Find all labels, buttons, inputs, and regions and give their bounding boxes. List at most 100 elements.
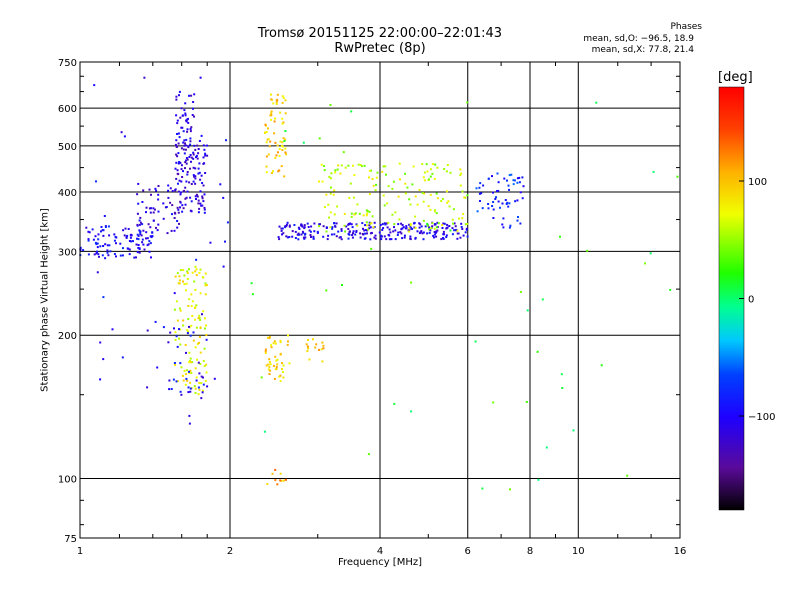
data-point — [516, 199, 519, 202]
data-point — [369, 232, 372, 235]
data-point — [145, 237, 147, 240]
data-point — [281, 233, 283, 236]
data-point — [368, 224, 371, 227]
data-point — [422, 238, 425, 241]
data-point — [374, 237, 377, 240]
data-point — [343, 213, 346, 215]
data-point — [282, 121, 285, 124]
data-point — [344, 230, 347, 233]
data-point — [281, 362, 283, 365]
data-point — [510, 173, 513, 176]
data-point — [276, 144, 279, 147]
colorbar-tick-label: 0 — [748, 295, 754, 306]
data-point — [122, 247, 124, 250]
data-point — [279, 353, 282, 356]
data-point — [100, 230, 102, 233]
data-point — [275, 366, 278, 368]
data-point — [190, 156, 193, 159]
data-point — [496, 190, 498, 193]
data-point — [276, 99, 279, 102]
data-point — [355, 223, 358, 226]
data-point — [205, 144, 208, 147]
data-point — [272, 170, 274, 173]
phase-stats-x: mean, sd,X: 77.8, 21.4 — [591, 45, 694, 55]
data-point — [85, 226, 88, 229]
data-point — [327, 234, 330, 237]
data-point — [183, 139, 186, 142]
data-point — [400, 232, 403, 235]
data-point — [201, 197, 204, 200]
data-point — [334, 171, 337, 174]
data-point — [136, 212, 139, 215]
data-point — [183, 369, 186, 372]
data-point — [141, 201, 144, 203]
data-point — [202, 184, 205, 187]
data-point — [383, 235, 386, 238]
data-point — [195, 258, 198, 261]
data-point — [111, 328, 114, 331]
data-point — [267, 368, 270, 371]
data-point — [203, 148, 206, 151]
data-point — [280, 229, 283, 232]
data-point — [392, 180, 395, 183]
data-point — [197, 341, 200, 344]
data-point — [277, 151, 279, 154]
data-point — [180, 107, 183, 110]
data-point — [294, 237, 297, 239]
data-point — [302, 236, 305, 239]
data-point — [478, 192, 481, 195]
data-point — [177, 208, 180, 211]
data-point — [423, 192, 426, 195]
data-point — [464, 231, 467, 234]
data-point — [512, 179, 515, 182]
data-point — [402, 226, 405, 229]
data-point — [374, 189, 377, 192]
data-point — [184, 344, 187, 346]
data-point — [185, 373, 188, 376]
data-point — [98, 255, 100, 258]
data-point — [413, 221, 416, 224]
data-point — [424, 225, 427, 228]
data-point — [190, 324, 193, 327]
data-point — [333, 189, 336, 192]
data-point — [194, 148, 197, 151]
data-point — [437, 222, 440, 225]
data-point — [103, 215, 106, 217]
data-point — [196, 358, 198, 361]
data-point — [195, 193, 198, 196]
data-point — [156, 229, 159, 232]
data-point — [268, 335, 271, 338]
data-point — [422, 231, 425, 234]
data-point — [199, 363, 202, 365]
data-point — [96, 246, 99, 249]
data-point — [185, 351, 187, 354]
data-point — [408, 223, 411, 226]
data-point — [329, 104, 332, 106]
data-point — [119, 254, 122, 257]
data-point — [451, 233, 454, 236]
data-point — [146, 386, 149, 389]
data-point — [182, 207, 185, 210]
data-point — [347, 228, 350, 230]
data-point — [332, 193, 335, 196]
data-point — [333, 213, 336, 216]
data-point — [147, 243, 150, 246]
data-point — [355, 229, 358, 232]
data-point — [155, 226, 157, 229]
data-point — [190, 200, 193, 203]
data-point — [199, 319, 202, 321]
data-point — [180, 393, 183, 396]
data-point — [219, 183, 222, 186]
data-point — [269, 363, 272, 366]
data-point — [177, 211, 180, 214]
data-point — [465, 227, 468, 230]
data-point — [401, 237, 404, 240]
data-point — [115, 255, 117, 258]
data-point — [307, 226, 310, 228]
data-point — [195, 379, 198, 382]
data-point — [409, 224, 412, 227]
data-point — [187, 145, 190, 148]
data-point — [123, 234, 126, 237]
data-point — [388, 234, 391, 237]
data-point — [356, 224, 359, 227]
